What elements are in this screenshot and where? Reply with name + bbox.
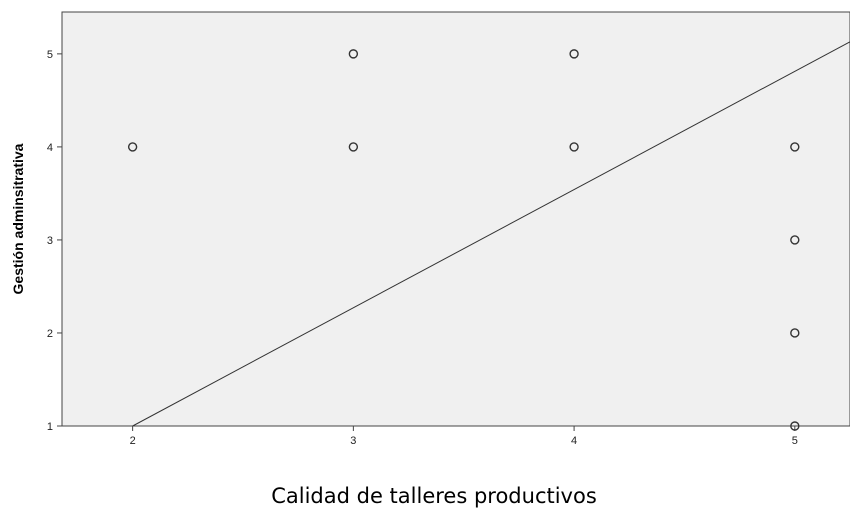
data-point — [790, 328, 800, 338]
data-point — [569, 49, 579, 59]
y-axis-title: Gestión adminsitrativa — [10, 143, 26, 294]
x-axis-ticks: 2 3 4 5 — [130, 426, 798, 447]
x-tick-label: 4 — [571, 435, 577, 447]
data-point — [790, 235, 800, 245]
x-axis-title: Calidad de talleres productivos — [271, 484, 597, 508]
data-point — [348, 49, 359, 59]
x-tick-label: 3 — [350, 435, 356, 447]
y-tick-label: 4 — [47, 142, 53, 154]
x-tick-label: 5 — [792, 435, 798, 447]
fit-line — [132, 41, 850, 427]
y-tick-label: 2 — [47, 328, 53, 340]
x-tick-label: 2 — [130, 435, 136, 447]
y-tick-label: 5 — [47, 49, 53, 61]
y-tick-label: 1 — [47, 421, 53, 433]
plot-area — [61, 11, 850, 427]
y-tick-label: 3 — [47, 235, 53, 247]
data-point — [569, 142, 579, 152]
data-point — [790, 421, 800, 431]
y-axis-ticks: 1 2 3 4 5 — [47, 49, 62, 433]
fit-line-group — [132, 41, 850, 427]
data-point — [127, 142, 138, 152]
data-point — [348, 142, 359, 152]
data-points — [127, 49, 800, 431]
data-point — [790, 142, 800, 152]
